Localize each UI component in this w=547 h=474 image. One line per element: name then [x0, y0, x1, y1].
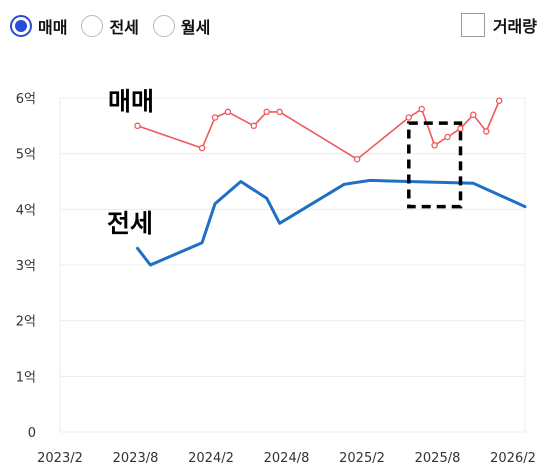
series-point [224, 108, 232, 116]
radio-monthly-rent-indicator[interactable] [152, 15, 175, 37]
radio-jeonse[interactable]: 전세 [81, 14, 139, 38]
x-tick-label: 2026/2 [490, 451, 536, 466]
x-tick-label: 2023/2 [37, 451, 83, 466]
y-tick-label: 2억 [16, 315, 36, 330]
series-point [483, 128, 490, 135]
series-line-jeonse [136, 178, 527, 267]
volume-checkbox-box[interactable] [460, 13, 485, 37]
radio-sale[interactable]: 매매 [10, 14, 67, 38]
series-point [495, 97, 503, 105]
series-point [250, 122, 258, 130]
series-point [457, 125, 464, 132]
x-tick-label: 2023/8 [113, 451, 159, 466]
y-tick-label: 3억 [16, 259, 36, 274]
volume-checkbox[interactable]: 거래량 [460, 13, 537, 37]
radio-monthly-rent[interactable]: 월세 [152, 14, 211, 38]
chart-filter-bar: 매매 전세 월세 거래량 [10, 12, 537, 40]
jeonse-series-label: 전세 [107, 209, 153, 238]
y-tick-label: 4억 [16, 203, 36, 218]
series-point [134, 122, 141, 130]
series-point [198, 144, 206, 152]
series-point [470, 111, 477, 118]
sale-series-label: 매매 [108, 87, 154, 116]
y-tick-label: 6억 [16, 92, 36, 107]
x-tick-label: 2024/2 [188, 451, 234, 466]
series-point [276, 108, 283, 116]
radio-jeonse-indicator[interactable] [81, 15, 104, 37]
x-tick-label: 2025/2 [339, 451, 385, 466]
series-point [431, 142, 438, 149]
series-point [263, 108, 270, 116]
radio-sale-label: 매매 [38, 18, 68, 37]
x-tick-label: 2024/8 [264, 451, 310, 466]
series-point [444, 133, 451, 141]
y-tick-label: 5억 [16, 148, 36, 163]
radio-jeonse-label: 전세 [109, 18, 139, 37]
y-tick-label: 0 [28, 426, 36, 441]
x-tick-label: 2025/8 [415, 451, 461, 466]
radio-sale-indicator[interactable] [10, 15, 32, 37]
highlight-box [407, 121, 463, 209]
series-point [353, 155, 361, 163]
series-point [405, 114, 413, 121]
series-point [211, 114, 219, 121]
volume-checkbox-label: 거래량 [492, 17, 537, 36]
series-line-sale [136, 100, 500, 160]
series-point [418, 105, 425, 113]
y-tick-label: 1억 [16, 370, 36, 385]
radio-monthly-rent-label: 월세 [180, 18, 211, 37]
